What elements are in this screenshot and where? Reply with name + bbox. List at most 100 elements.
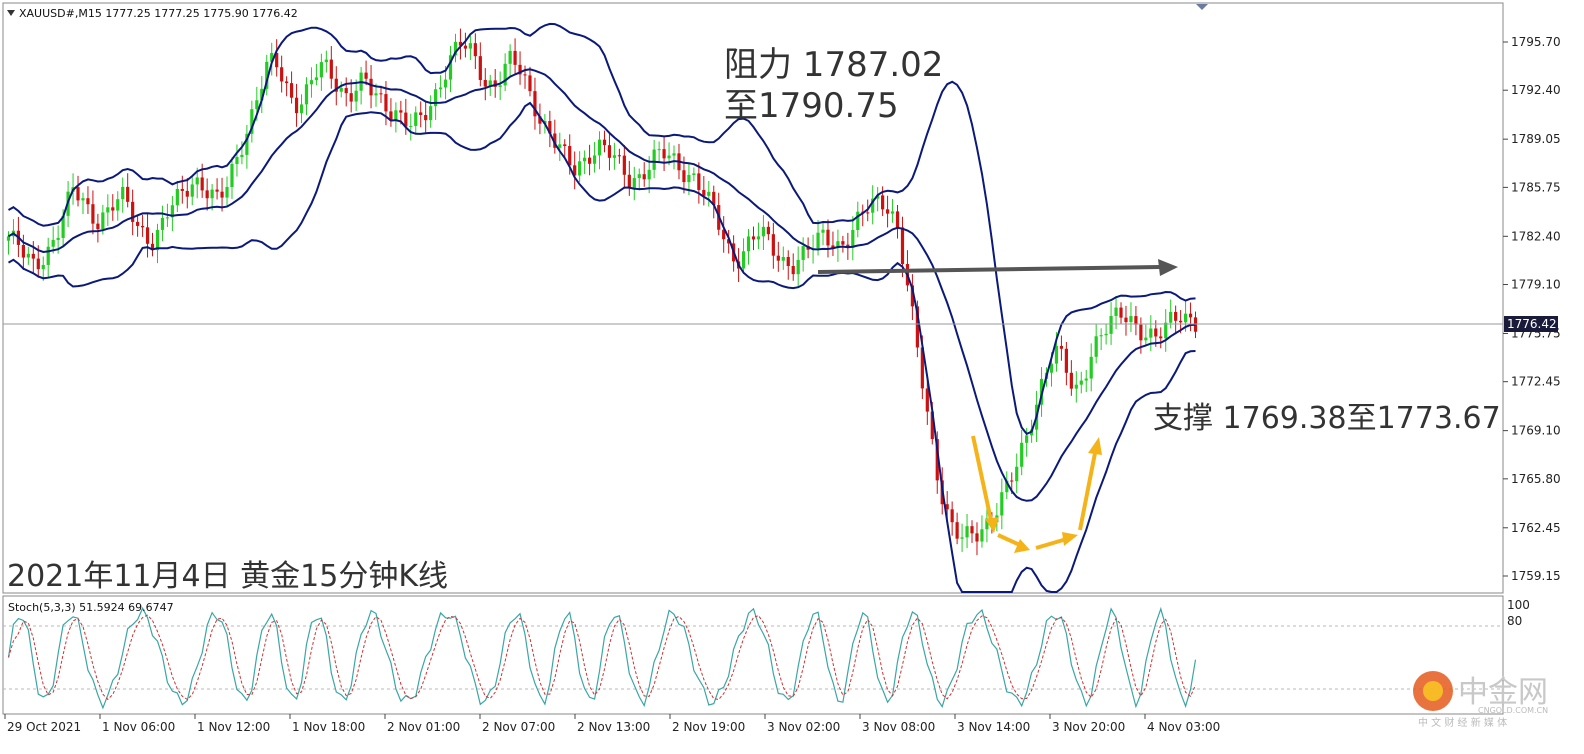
candle: [155, 223, 160, 264]
candle: [210, 184, 214, 211]
candle: [374, 83, 378, 107]
candle: [394, 102, 398, 133]
orange-arrow-down: [971, 435, 994, 526]
candle: [145, 213, 150, 258]
candle: [1079, 371, 1083, 394]
candle: [607, 131, 612, 171]
candle: [1174, 305, 1178, 335]
candle: [215, 178, 219, 200]
price-badge-bg: [1504, 316, 1558, 332]
orange-arrow-right-head: [1014, 539, 1030, 553]
orange-arrow-flat-head: [1062, 532, 1078, 546]
candle: [587, 144, 592, 176]
candle: [791, 253, 795, 281]
watermark-logo-inner: [1423, 681, 1443, 701]
candle: [473, 33, 477, 70]
watermark-domain: CNGOLD.COM.CN: [1478, 706, 1548, 715]
watermark: 中金网 CNGOLD.COM.CN 中 文 财 经 新 媒 体: [1413, 671, 1548, 729]
y-tick-label: 1789.05: [1511, 132, 1561, 146]
candle: [220, 177, 224, 212]
candle: [751, 226, 756, 251]
candle: [786, 250, 790, 280]
candle: [319, 53, 323, 91]
candle: [1069, 360, 1073, 396]
candle: [841, 235, 845, 253]
stoch-level-100: 100: [1507, 598, 1530, 612]
x-tick-label: 29 Oct 2021: [7, 720, 81, 734]
y-tick-label: 1772.45: [1511, 375, 1561, 389]
candle: [518, 51, 522, 85]
candle: [761, 214, 766, 250]
x-tick-label: 2 Nov 07:00: [482, 720, 555, 734]
candle: [404, 98, 408, 135]
x-tick-label: 1 Nov 06:00: [102, 720, 175, 734]
stoch-level-80: 80: [1507, 614, 1522, 628]
x-tick-label: 3 Nov 14:00: [957, 720, 1030, 734]
candle: [975, 522, 979, 556]
candle: [950, 501, 954, 536]
candle: [1129, 302, 1133, 332]
chart-title-annotation: 2021年11月4日 黄金15分钟K线: [7, 559, 448, 594]
candle: [96, 213, 100, 243]
candle: [756, 222, 761, 250]
candle: [821, 222, 825, 246]
y-tick-label: 1785.75: [1511, 180, 1561, 194]
candle: [175, 180, 179, 213]
candle: [483, 68, 487, 101]
y-tick-label: 1792.40: [1511, 83, 1561, 97]
candle: [389, 98, 393, 127]
orange-arrow-down-head: [985, 517, 999, 533]
candle: [409, 113, 413, 141]
gray-arrow-head: [1158, 259, 1178, 276]
candle: [106, 194, 110, 226]
resistance-annotation-1: 阻力 1787.02: [724, 45, 943, 85]
x-tick-label: 2 Nov 13:00: [577, 720, 650, 734]
candle: [299, 94, 304, 124]
candle: [1144, 324, 1148, 346]
menu-triangle-icon[interactable]: [7, 10, 15, 16]
candle: [275, 39, 279, 77]
x-tick-label: 2 Nov 01:00: [387, 720, 460, 734]
candle: [126, 173, 130, 208]
candle: [637, 168, 641, 191]
stoch-pane-frame: [2, 595, 1504, 715]
candle: [533, 77, 537, 130]
price-axis: 1795.70 1792.40 1789.05 1785.75 1782.40 1779.…: [1503, 35, 1561, 583]
candle: [722, 216, 726, 253]
candle: [225, 176, 229, 206]
candle: [86, 186, 90, 214]
y-tick-label: 1769.10: [1511, 424, 1561, 438]
candle: [116, 191, 120, 221]
candle: [160, 205, 165, 242]
candle: [528, 66, 532, 97]
band-lower: [8, 101, 1196, 593]
candle: [548, 110, 552, 148]
candle: [493, 69, 497, 98]
watermark-brand: 中金网: [1458, 675, 1548, 710]
candle: [955, 512, 959, 545]
shift-marker-icon[interactable]: [1196, 4, 1208, 10]
candle: [453, 33, 458, 63]
x-tick-label: 3 Nov 02:00: [767, 720, 840, 734]
candle: [890, 198, 895, 223]
candle: [1015, 453, 1019, 493]
resistance-annotation-2: 至1790.75: [724, 86, 899, 126]
candle: [1099, 328, 1103, 351]
y-tick-label: 1779.10: [1511, 278, 1561, 292]
candle: [826, 219, 830, 258]
candle: [746, 229, 751, 265]
candle: [1134, 306, 1138, 336]
candle: [861, 204, 865, 227]
candle: [970, 520, 974, 543]
candle: [329, 46, 333, 89]
candle: [1149, 315, 1153, 352]
candle: [463, 32, 468, 58]
y-tick-label: 1762.45: [1511, 521, 1561, 535]
candle: [309, 67, 314, 98]
candle: [498, 71, 502, 101]
candle: [538, 103, 542, 135]
candle: [1193, 311, 1198, 339]
candle: [965, 513, 969, 549]
candle: [672, 145, 676, 170]
